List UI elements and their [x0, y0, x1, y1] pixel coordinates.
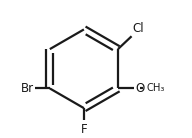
Text: CH₃: CH₃: [146, 83, 165, 93]
Text: O: O: [136, 82, 145, 95]
Text: Br: Br: [21, 82, 34, 95]
Text: Cl: Cl: [132, 22, 144, 35]
Text: F: F: [81, 123, 87, 136]
